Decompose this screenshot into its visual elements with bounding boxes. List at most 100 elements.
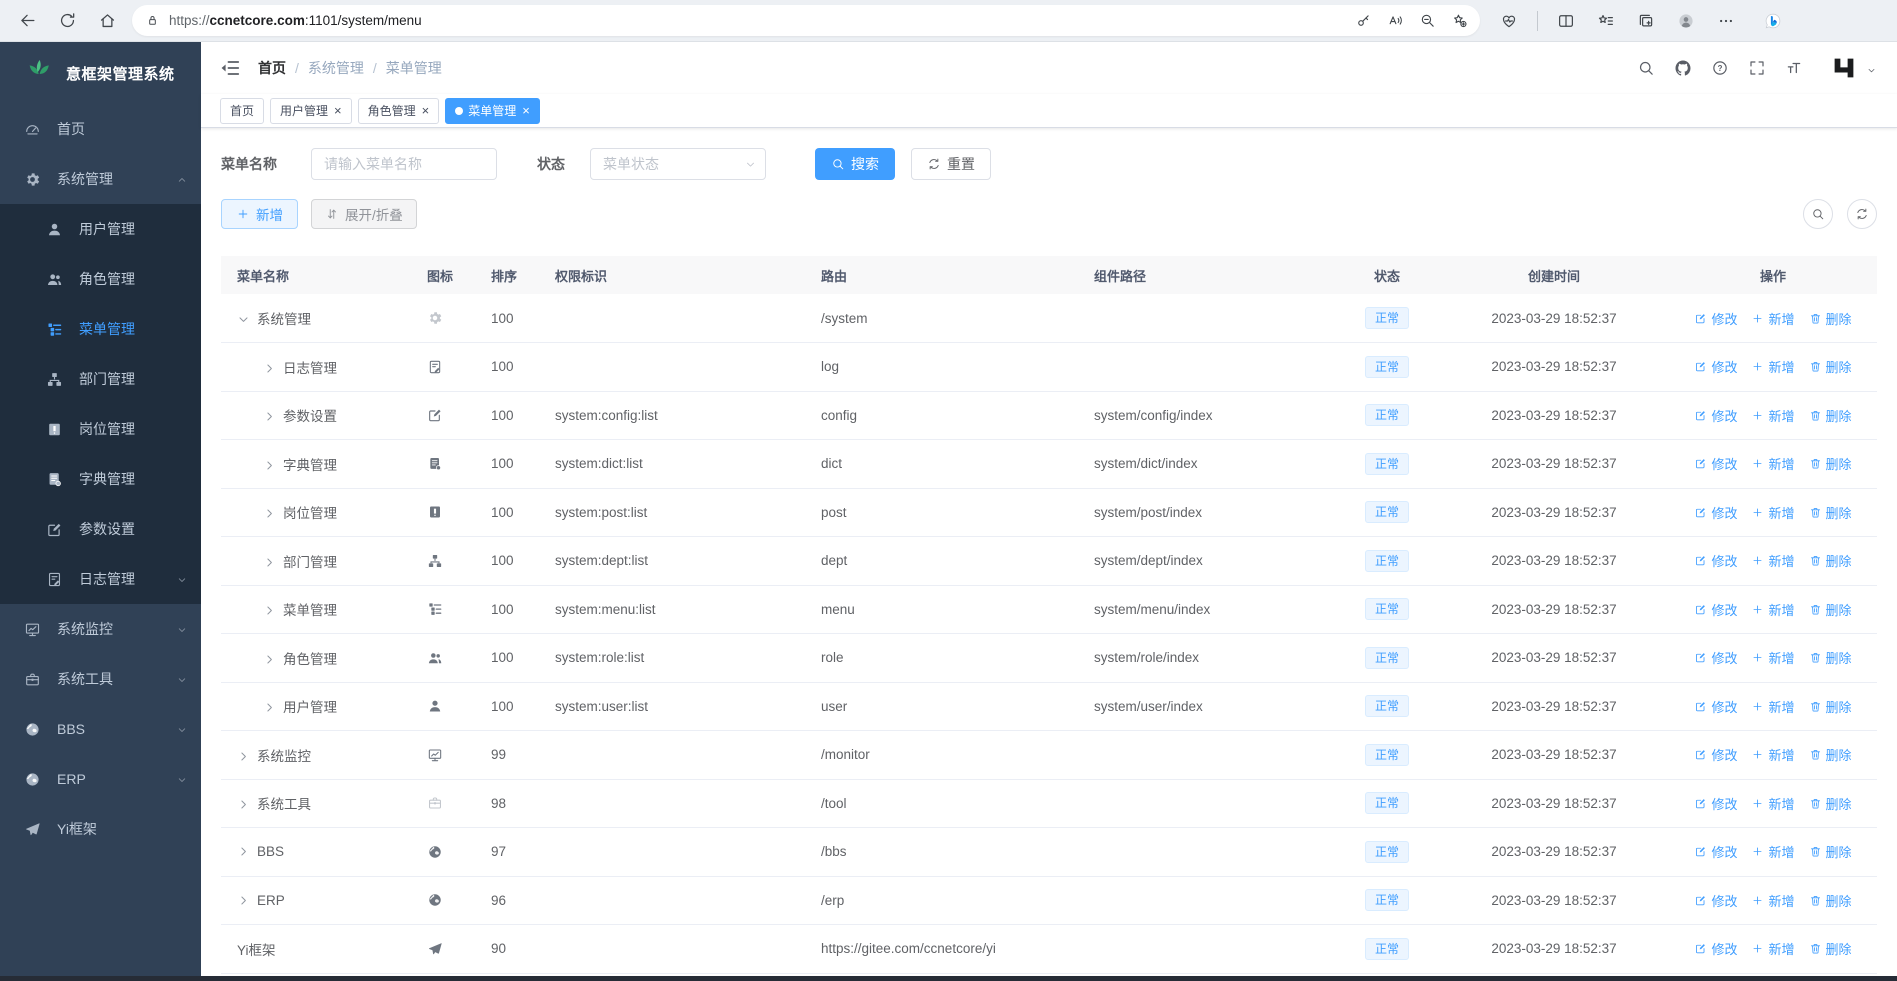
expand-row-icon[interactable]	[263, 362, 276, 375]
font-size-button[interactable]	[1780, 54, 1808, 82]
row-action-修改[interactable]: 修改	[1694, 600, 1737, 619]
breadcrumb-item[interactable]: 首页	[258, 60, 286, 76]
sidebar-item-部门管理[interactable]: 部门管理	[0, 354, 201, 404]
expand-row-icon[interactable]	[263, 653, 276, 666]
refresh-button[interactable]	[50, 5, 84, 37]
row-action-修改[interactable]: 修改	[1694, 551, 1737, 570]
sidebar-item-菜单管理[interactable]: 菜单管理	[0, 304, 201, 354]
breadcrumb-item[interactable]: 系统管理	[307, 60, 364, 76]
tab-close-icon[interactable]: ×	[522, 103, 530, 118]
row-action-删除[interactable]: 删除	[1809, 357, 1852, 376]
expand-row-icon[interactable]	[263, 701, 276, 714]
row-action-新增[interactable]: 新增	[1751, 309, 1795, 328]
expand-row-icon[interactable]	[237, 798, 250, 811]
row-action-删除[interactable]: 删除	[1809, 891, 1852, 910]
row-action-新增[interactable]: 新增	[1751, 357, 1795, 376]
expand-row-icon[interactable]	[263, 459, 276, 472]
row-action-修改[interactable]: 修改	[1694, 309, 1737, 328]
sidebar-item-系统监控[interactable]: 系统监控	[0, 604, 201, 654]
row-action-删除[interactable]: 删除	[1809, 842, 1852, 861]
row-action-新增[interactable]: 新增	[1751, 794, 1795, 813]
row-action-修改[interactable]: 修改	[1694, 891, 1737, 910]
row-action-删除[interactable]: 删除	[1809, 939, 1852, 958]
row-action-新增[interactable]: 新增	[1751, 745, 1795, 764]
row-action-删除[interactable]: 删除	[1809, 648, 1852, 667]
status-select-input[interactable]	[590, 148, 766, 180]
expand-row-icon[interactable]	[237, 894, 250, 907]
home-button[interactable]	[90, 5, 124, 37]
row-action-修改[interactable]: 修改	[1694, 454, 1737, 473]
more-button[interactable]	[1709, 5, 1743, 37]
tab-close-icon[interactable]: ×	[334, 103, 342, 118]
app-logo[interactable]: 意框架管理系统	[0, 42, 201, 104]
sidebar-item-ERP[interactable]: ERP	[0, 754, 201, 804]
row-action-删除[interactable]: 删除	[1809, 794, 1852, 813]
browser-essentials-button[interactable]	[1492, 5, 1526, 37]
row-action-删除[interactable]: 删除	[1809, 503, 1852, 522]
expand-row-icon[interactable]	[237, 845, 250, 858]
row-action-修改[interactable]: 修改	[1694, 503, 1737, 522]
split-screen-button[interactable]	[1549, 5, 1583, 37]
expand-row-icon[interactable]	[263, 507, 276, 520]
menu-name-input[interactable]	[311, 148, 497, 180]
collapse-sidebar-icon[interactable]	[219, 57, 241, 79]
favorite-add-button[interactable]	[1444, 7, 1474, 34]
back-button[interactable]	[10, 5, 44, 37]
sidebar-item-角色管理[interactable]: 角色管理	[0, 254, 201, 304]
sidebar-item-岗位管理[interactable]: 岗位管理	[0, 404, 201, 454]
sidebar-item-Yi框架[interactable]: Yi框架	[0, 804, 201, 854]
row-action-新增[interactable]: 新增	[1751, 503, 1795, 522]
sidebar-item-用户管理[interactable]: 用户管理	[0, 204, 201, 254]
sidebar-item-参数设置[interactable]: 参数设置	[0, 504, 201, 554]
add-button[interactable]: 新增	[221, 199, 298, 229]
row-action-新增[interactable]: 新增	[1751, 454, 1795, 473]
row-action-修改[interactable]: 修改	[1694, 939, 1737, 958]
collections-button[interactable]	[1629, 5, 1663, 37]
row-action-删除[interactable]: 删除	[1809, 406, 1852, 425]
row-action-删除[interactable]: 删除	[1809, 600, 1852, 619]
reset-button[interactable]: 重置	[911, 148, 991, 180]
row-action-修改[interactable]: 修改	[1694, 697, 1737, 716]
collapse-row-icon[interactable]	[237, 313, 250, 326]
bing-chat-button[interactable]	[1753, 1, 1793, 41]
tab-菜单管理[interactable]: 菜单管理 ×	[445, 97, 540, 124]
question-button[interactable]: ?	[1706, 54, 1734, 82]
search-button[interactable]: 搜索	[815, 148, 895, 180]
row-action-新增[interactable]: 新增	[1751, 600, 1795, 619]
row-action-删除[interactable]: 删除	[1809, 697, 1852, 716]
row-action-新增[interactable]: 新增	[1751, 842, 1795, 861]
tab-用户管理[interactable]: 用户管理 ×	[270, 97, 352, 124]
zoom-out-button[interactable]	[1412, 7, 1442, 34]
row-action-删除[interactable]: 删除	[1809, 551, 1852, 570]
sidebar-item-日志管理[interactable]: 日志管理	[0, 554, 201, 604]
row-action-修改[interactable]: 修改	[1694, 745, 1737, 764]
row-action-删除[interactable]: 删除	[1809, 309, 1852, 328]
row-action-修改[interactable]: 修改	[1694, 357, 1737, 376]
row-action-新增[interactable]: 新增	[1751, 939, 1795, 958]
profile-button[interactable]	[1669, 5, 1703, 37]
sidebar-item-系统管理[interactable]: 系统管理	[0, 154, 201, 204]
sidebar-item-字典管理[interactable]: 字典管理	[0, 454, 201, 504]
row-action-修改[interactable]: 修改	[1694, 648, 1737, 667]
read-aloud-button[interactable]	[1380, 7, 1410, 34]
expand-row-icon[interactable]	[263, 604, 276, 617]
row-action-修改[interactable]: 修改	[1694, 794, 1737, 813]
github-button[interactable]	[1669, 54, 1697, 82]
tab-首页[interactable]: 首页	[220, 97, 265, 124]
user-avatar[interactable]	[1829, 53, 1877, 83]
row-action-新增[interactable]: 新增	[1751, 648, 1795, 667]
sidebar-item-BBS[interactable]: BBS	[0, 704, 201, 754]
row-action-新增[interactable]: 新增	[1751, 551, 1795, 570]
row-action-新增[interactable]: 新增	[1751, 406, 1795, 425]
search-button[interactable]	[1632, 54, 1660, 82]
expand-row-icon[interactable]	[263, 556, 276, 569]
search-tool-button[interactable]	[1803, 199, 1833, 229]
sidebar-item-首页[interactable]: 首页	[0, 104, 201, 154]
row-action-新增[interactable]: 新增	[1751, 697, 1795, 716]
expand-row-icon[interactable]	[263, 410, 276, 423]
row-action-修改[interactable]: 修改	[1694, 406, 1737, 425]
refresh-cw-tool-button[interactable]	[1847, 199, 1877, 229]
fullscreen-button[interactable]	[1743, 54, 1771, 82]
favorites-button[interactable]	[1589, 5, 1623, 37]
expand-collapse-button[interactable]: 展开/折叠	[311, 199, 417, 229]
